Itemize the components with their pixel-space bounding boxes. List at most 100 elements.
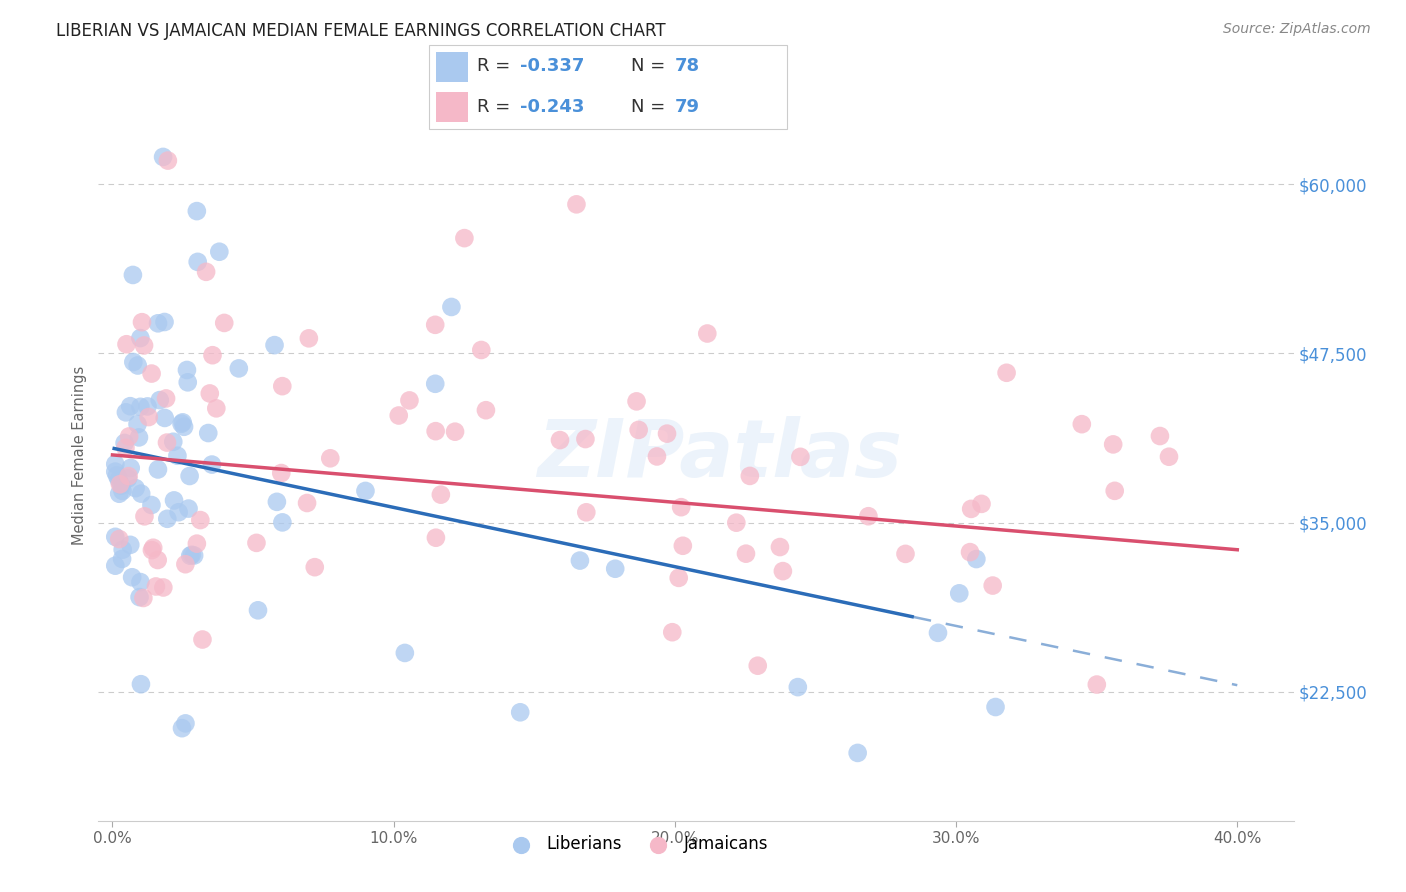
Point — [263, 338, 285, 352]
FancyBboxPatch shape — [429, 45, 787, 129]
Point — [183, 549, 205, 563]
Point — [769, 540, 792, 554]
Point — [152, 581, 174, 595]
Point — [661, 625, 683, 640]
Point — [548, 433, 571, 447]
Point — [970, 497, 993, 511]
Point — [789, 450, 811, 464]
Point — [394, 646, 416, 660]
Text: 78: 78 — [675, 57, 700, 75]
Point — [177, 501, 200, 516]
Point — [645, 450, 668, 464]
Point — [179, 469, 201, 483]
Point — [115, 337, 138, 351]
Point — [354, 483, 377, 498]
Point — [198, 386, 221, 401]
Point — [108, 532, 131, 546]
Point — [179, 549, 201, 563]
Text: N =: N = — [631, 57, 672, 75]
Point — [188, 513, 211, 527]
Point — [117, 469, 139, 483]
Point — [104, 457, 127, 471]
Point — [1085, 677, 1108, 691]
Point — [735, 547, 758, 561]
Point — [228, 361, 250, 376]
Point — [270, 466, 292, 480]
Point — [669, 500, 692, 515]
Point — [129, 331, 152, 345]
Point — [425, 531, 447, 545]
Point — [104, 558, 127, 573]
Point — [319, 451, 342, 466]
Point — [138, 410, 160, 425]
Point — [132, 591, 155, 605]
Point — [166, 449, 188, 463]
Text: LIBERIAN VS JAMAICAN MEDIAN FEMALE EARNINGS CORRELATION CHART: LIBERIAN VS JAMAICAN MEDIAN FEMALE EARNI… — [56, 22, 666, 40]
Point — [298, 331, 321, 345]
Bar — [436, 53, 468, 82]
Point — [163, 493, 186, 508]
Text: -0.337: -0.337 — [520, 57, 585, 75]
Point — [136, 400, 159, 414]
Point — [266, 495, 288, 509]
Point — [127, 417, 149, 431]
Point — [295, 496, 318, 510]
Point — [114, 436, 136, 450]
Point — [960, 501, 983, 516]
Point — [129, 486, 152, 500]
Point — [142, 541, 165, 555]
Point — [107, 473, 129, 487]
Point — [574, 432, 596, 446]
Text: 79: 79 — [675, 98, 699, 116]
Point — [245, 536, 267, 550]
Point — [108, 487, 131, 501]
Point — [509, 706, 531, 720]
Text: Source: ZipAtlas.com: Source: ZipAtlas.com — [1223, 22, 1371, 37]
Point — [575, 505, 598, 519]
Point — [129, 677, 152, 691]
Text: R =: R = — [477, 57, 516, 75]
Y-axis label: Median Female Earnings: Median Female Earnings — [72, 366, 87, 544]
Point — [141, 367, 163, 381]
Point — [186, 204, 208, 219]
Point — [927, 625, 949, 640]
Point — [444, 425, 467, 439]
Point — [738, 469, 761, 483]
Point — [149, 393, 172, 408]
Point — [948, 586, 970, 600]
Point — [124, 481, 146, 495]
Point — [271, 379, 294, 393]
Text: -0.243: -0.243 — [520, 98, 585, 116]
Point — [475, 403, 498, 417]
Point — [121, 570, 143, 584]
Point — [205, 401, 228, 416]
Point — [177, 376, 200, 390]
Point — [440, 300, 463, 314]
Point — [155, 392, 177, 406]
Point — [122, 355, 145, 369]
Point — [995, 366, 1018, 380]
Point — [1157, 450, 1180, 464]
Point — [747, 658, 769, 673]
Point — [1149, 429, 1171, 443]
Point — [129, 575, 152, 590]
Point — [425, 318, 447, 332]
Point — [118, 429, 141, 443]
Point — [104, 465, 127, 479]
Point — [114, 441, 136, 455]
Point — [120, 399, 142, 413]
Point — [108, 477, 131, 491]
Point — [425, 424, 447, 438]
Point — [668, 571, 690, 585]
Point — [894, 547, 917, 561]
Point — [146, 462, 169, 476]
Point — [197, 425, 219, 440]
Point — [111, 552, 134, 566]
Point — [725, 516, 748, 530]
Point — [568, 553, 591, 567]
Point — [191, 632, 214, 647]
Point — [772, 564, 794, 578]
Point — [134, 509, 156, 524]
Point — [141, 543, 163, 558]
Point — [172, 415, 194, 429]
